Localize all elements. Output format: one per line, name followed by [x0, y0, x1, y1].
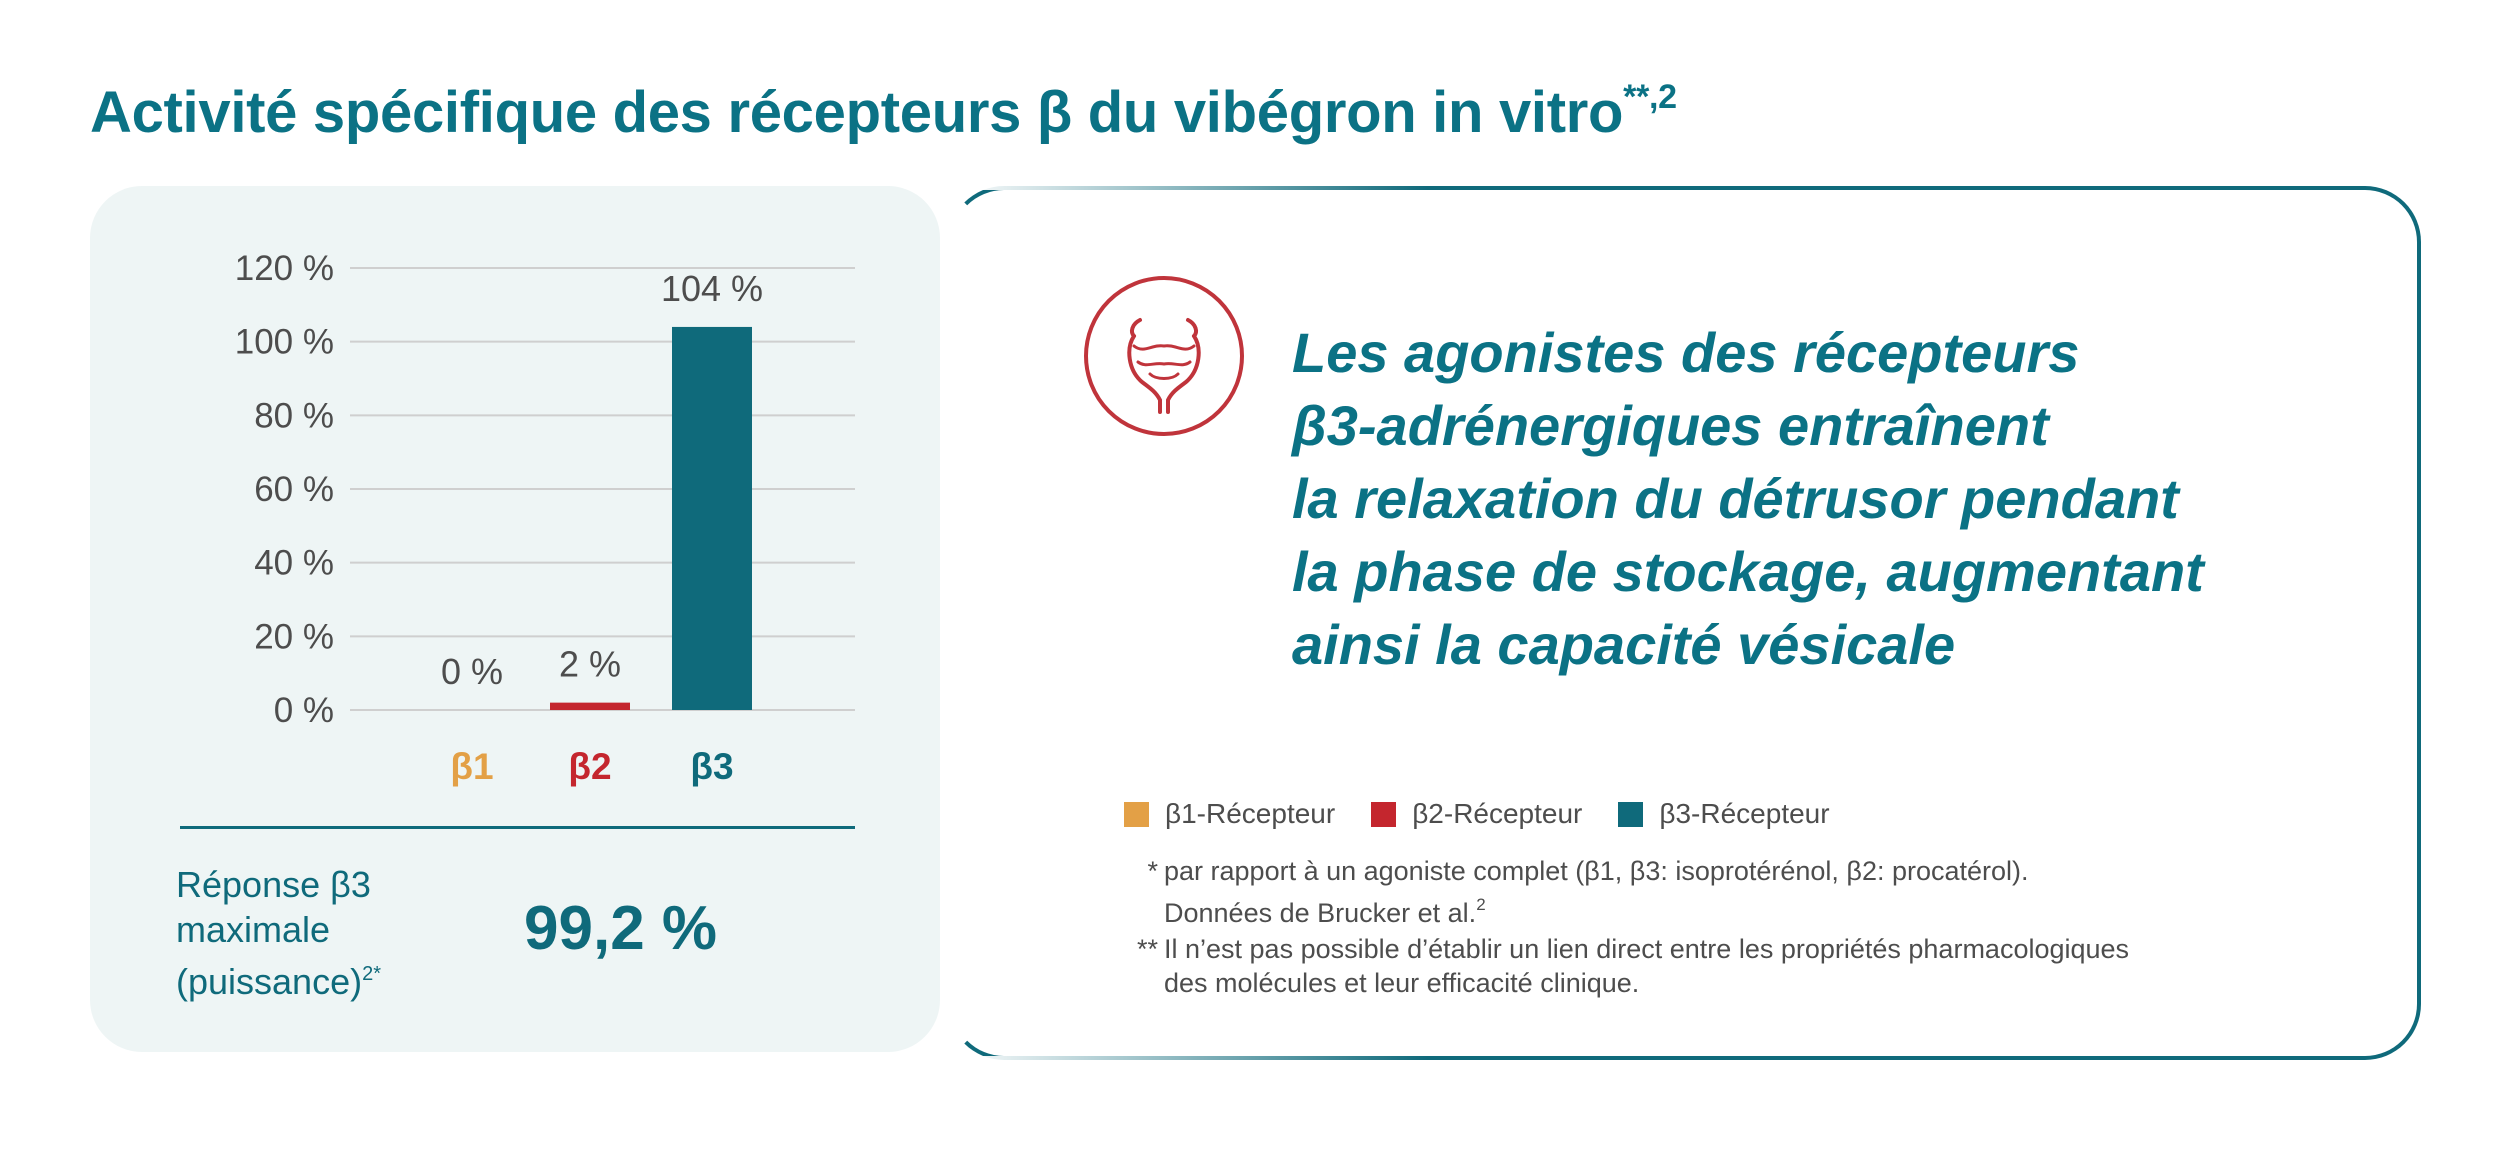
- title-text: Activité spécifique des récepteurs β du …: [90, 80, 1624, 145]
- max-response-label: Réponse β3 maximale (puissance)2*: [176, 862, 381, 1004]
- headline: Les agonistes des récepteurs β3-adrénerg…: [1292, 316, 2332, 681]
- data-label-1: 0 %: [441, 651, 503, 692]
- bar-3: [672, 326, 752, 710]
- y-tick-label: 100 %: [235, 323, 334, 362]
- max-response-label-text: (puissance): [176, 961, 363, 1002]
- data-label-2: 2 %: [559, 644, 621, 685]
- legend-item-b1: β1-Récepteur: [1124, 798, 1335, 830]
- x-tick-label-1: β1: [450, 746, 493, 787]
- x-tick-label-2: β2: [568, 746, 611, 787]
- title-footnote-ref: **,2: [1623, 78, 1677, 116]
- footnote-1-line-1: par rapport à un agoniste complet (β1, β…: [1164, 856, 2029, 886]
- chart-legend: β1-Récepteur β2-Récepteur β3-Récepteur: [1124, 798, 1866, 830]
- y-tick-label: 120 %: [235, 249, 334, 288]
- bar-chart: 0 % 20 % 40 % 60 % 80 % 100 % 120 % 0 % β1 2 % β2 1…: [235, 249, 855, 787]
- max-response-value: 99,2 %: [524, 894, 718, 963]
- max-response-footnote-ref: 2*: [362, 963, 381, 985]
- footnote-1: * par rapport à un agoniste complet (β1, …: [1122, 854, 2029, 930]
- divider: [180, 826, 855, 829]
- legend-swatch-b1: [1124, 801, 1149, 827]
- x-tick-label-3: β3: [690, 746, 733, 787]
- footnote-2-line-2: des molécules et leur efficacité cliniqu…: [1164, 968, 1640, 998]
- headline-line-1: Les agonistes des récepteurs: [1292, 321, 2080, 384]
- y-tick-label: 80 %: [254, 396, 334, 435]
- headline-line-2: β3-adrénergiques entraînent: [1292, 394, 2049, 457]
- legend-label-b2: β2-Récepteur: [1412, 798, 1583, 829]
- y-tick-label: 40 %: [254, 544, 334, 583]
- bar-2: [550, 702, 630, 710]
- footnote-2: ** Il n’est pas possible d’établir un lie…: [1122, 932, 2129, 1000]
- chart-panel: 0 % 20 % 40 % 60 % 80 % 100 % 120 % 0 % β1 2 % β2 1…: [90, 186, 940, 1052]
- legend-label-b1: β1-Récepteur: [1165, 798, 1336, 829]
- footnote-2-line-1: Il n’est pas possible d’établir un lien …: [1164, 934, 2130, 964]
- footnote-2-mark: **: [1136, 934, 1158, 964]
- legend-item-b3: β3-Récepteur: [1618, 798, 1830, 830]
- info-panel: Les agonistes des récepteurs β3-adrénerg…: [948, 186, 2421, 1060]
- footnote-1-ref: 2: [1476, 895, 1486, 914]
- max-response-label-line-1: Réponse β3: [176, 864, 371, 905]
- page-title: Activité spécifique des récepteurs β du …: [90, 78, 1677, 146]
- footnote-1-line-2: Données de Brucker et al.: [1164, 898, 1477, 928]
- max-response-label-line-2: maximale: [176, 909, 331, 950]
- headline-line-5: ainsi la capacité vésicale: [1292, 613, 1956, 676]
- y-tick-label: 60 %: [254, 470, 334, 509]
- legend-label-b3: β3-Récepteur: [1659, 798, 1830, 829]
- y-tick-label: 0 %: [274, 691, 334, 730]
- legend-swatch-b2: [1371, 801, 1397, 827]
- max-response-label-line-3: (puissance)2*: [176, 952, 381, 1004]
- footnote-1-mark: *: [1147, 856, 1158, 886]
- headline-line-3: la relaxation du détrusor pendant: [1292, 467, 2179, 530]
- legend-swatch-b3: [1618, 801, 1644, 827]
- bladder-icon: [1084, 276, 1244, 436]
- legend-item-b2: β2-Récepteur: [1371, 798, 1582, 830]
- y-tick-label: 20 %: [254, 617, 334, 656]
- data-label-3: 104 %: [661, 268, 763, 309]
- headline-line-4: la phase de stockage, augmentant: [1292, 540, 2204, 603]
